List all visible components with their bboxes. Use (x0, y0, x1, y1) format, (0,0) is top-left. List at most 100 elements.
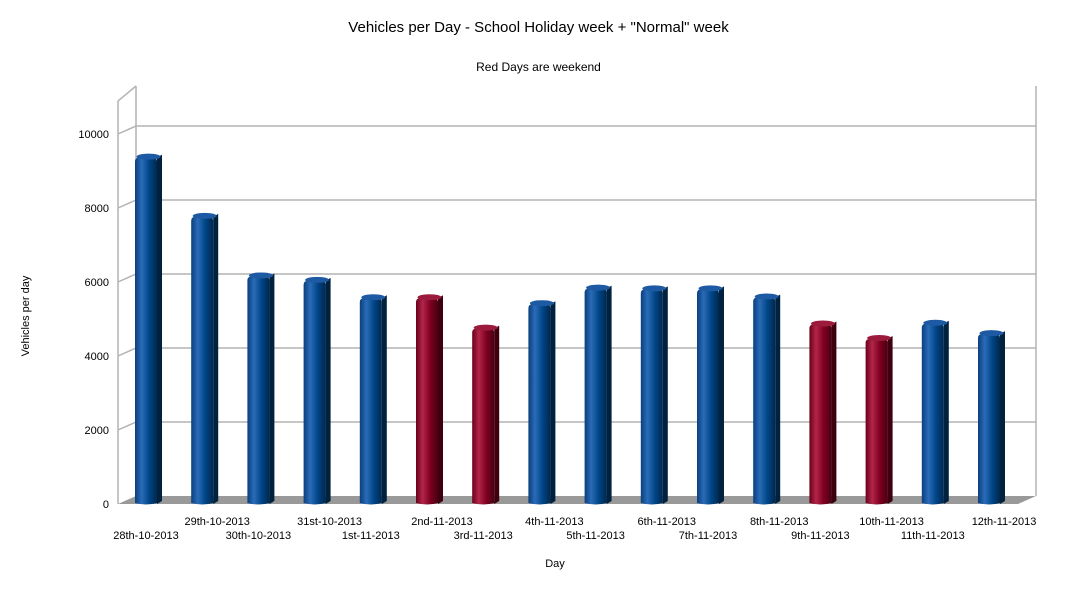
bar-front (978, 334, 1000, 505)
bar-front (191, 216, 214, 505)
bar (584, 284, 612, 505)
bar-front (359, 298, 382, 505)
chart-title: Vehicles per Day - School Holiday week +… (348, 19, 729, 36)
bar (865, 334, 893, 505)
bar-front (584, 288, 607, 505)
bar-top (473, 324, 498, 331)
chart-subtitle: Red Days are weekend (476, 60, 601, 74)
y-tick-label: 2000 (85, 425, 109, 437)
y-tick-label: 4000 (85, 351, 109, 363)
bar (640, 285, 668, 505)
bar-top (923, 319, 948, 326)
bar-top (136, 153, 161, 160)
x-tick-label: 10th-11-2013 (859, 516, 924, 528)
x-tick-label: 7th-11-2013 (679, 530, 738, 542)
bar (528, 300, 556, 505)
bar (359, 294, 387, 505)
bar-top (754, 293, 779, 300)
x-tick-label: 9th-11-2013 (791, 530, 850, 542)
bar-top (698, 285, 723, 292)
bar-side (494, 325, 500, 504)
bar (809, 320, 837, 505)
x-tick-label: 1st-11-2013 (342, 530, 400, 542)
bar-side (381, 295, 387, 504)
bar-top (417, 294, 442, 301)
bars (135, 153, 1005, 505)
bar-front (865, 338, 888, 505)
side-wall-top-edge (117, 85, 137, 102)
bar (472, 324, 500, 505)
bar-front (247, 276, 270, 505)
bar-front (472, 328, 495, 505)
x-tick-label: 12th-11-2013 (972, 516, 1037, 528)
x-tick-label: 8th-11-2013 (750, 516, 809, 528)
bar-side (775, 294, 781, 504)
bar (921, 319, 949, 505)
bar-top (867, 334, 892, 341)
y-tick-label: 0 (103, 499, 109, 511)
x-tick-label: 11th-11-2013 (901, 530, 965, 542)
bar-side (1000, 331, 1005, 504)
x-tick-label: 5th-11-2013 (566, 530, 625, 542)
bar-top (529, 300, 554, 307)
x-tick-label: 31st-10-2013 (297, 516, 362, 528)
bar (247, 272, 275, 505)
x-tick-label: 29th-10-2013 (184, 516, 249, 528)
bar (191, 212, 219, 505)
gridline-side (117, 273, 137, 283)
bar-front (135, 157, 157, 505)
bar-side (325, 277, 331, 504)
gridline-side (117, 199, 137, 209)
bar (135, 153, 162, 505)
y-tick-label: 8000 (85, 203, 109, 215)
bar-side (438, 295, 443, 504)
x-tick-label: 4th-11-2013 (525, 516, 584, 528)
y-tick-labels: 0 2000 4000 6000 8000 10000 (78, 129, 109, 511)
bar-front (697, 289, 719, 505)
bar-top (192, 212, 217, 219)
bar-front (640, 289, 663, 505)
bar-top (305, 276, 330, 283)
bar-side (213, 213, 219, 504)
bar-top (361, 294, 386, 301)
bar-side (831, 321, 837, 504)
x-tick-label: 28th-10-2013 (113, 530, 178, 542)
x-tick-label: 3rd-11-2013 (454, 530, 513, 542)
x-axis-label: Day (545, 558, 565, 570)
bar-side (662, 286, 668, 504)
bar-side (157, 154, 162, 504)
gridline-side (117, 125, 137, 135)
x-tick-label: 2nd-11-2013 (411, 516, 473, 528)
floor (118, 496, 1036, 504)
bar-side (887, 335, 893, 504)
y-tick-label: 10000 (78, 129, 109, 141)
gridline-side (117, 421, 137, 431)
gridline-side (117, 347, 137, 357)
bar-front (303, 280, 326, 505)
bar (416, 294, 443, 505)
plot-frame (117, 85, 1037, 504)
bar-front (753, 297, 776, 505)
x-tick-labels: 28th-10-2013 29th-10-2013 30th-10-2013 31st… (113, 516, 1036, 542)
bar (697, 285, 724, 505)
x-tick-label: 30th-10-2013 (226, 530, 291, 542)
bar-front (921, 323, 944, 505)
bar-top (810, 320, 835, 327)
bar-top (586, 284, 611, 291)
bar-top (248, 272, 273, 279)
bar-top (642, 285, 667, 292)
bar-side (943, 320, 949, 504)
bar (303, 276, 331, 505)
bar-front (809, 324, 832, 505)
bar-front (416, 298, 438, 505)
bar (978, 330, 1005, 505)
bar-top (979, 330, 1004, 337)
bar-side (606, 285, 612, 504)
x-tick-label: 6th-11-2013 (638, 516, 697, 528)
bar-side (550, 301, 556, 504)
bar-side (269, 273, 275, 504)
bar (753, 293, 781, 505)
bar-front (528, 304, 551, 505)
y-tick-label: 6000 (85, 277, 109, 289)
